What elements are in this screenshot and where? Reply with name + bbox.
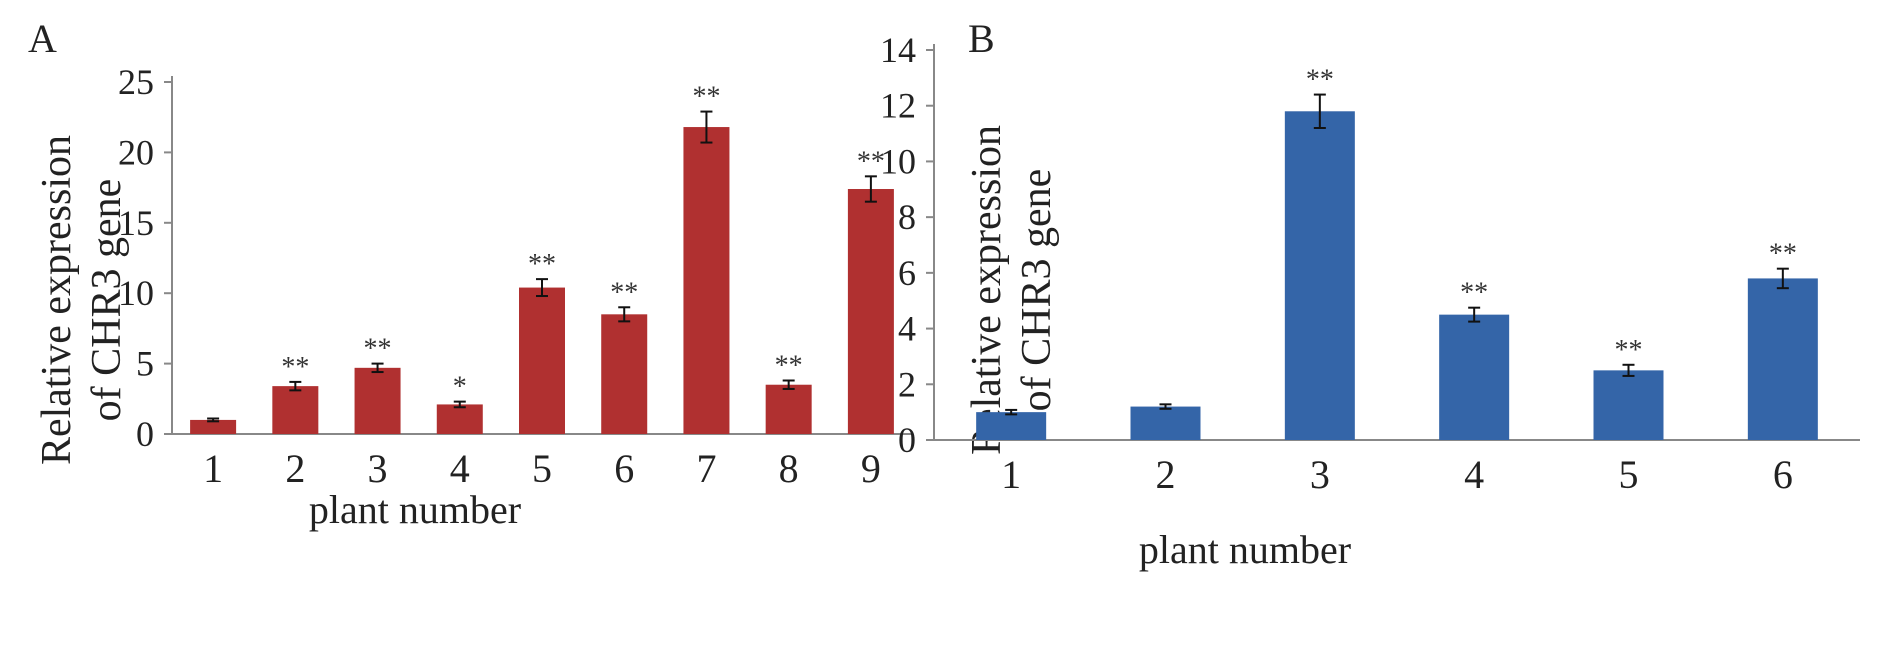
significance-label: ** — [775, 350, 803, 381]
panel-a-y-axis-title: Relative expression of CHR3 gene — [34, 135, 130, 465]
x-tick-label: 1 — [1001, 452, 1021, 497]
y-tick-label: 4 — [898, 309, 916, 349]
panel-a-label: A — [28, 16, 57, 61]
panel-b-label: B — [968, 16, 995, 61]
x-tick-label: 2 — [285, 446, 305, 491]
panel-a-y-axis-title-line-1: Relative expression — [34, 135, 80, 465]
bar — [683, 127, 730, 434]
significance-label: ** — [692, 82, 720, 113]
panel-b-y-axis-title-line-2: of CHR3 gene — [1014, 169, 1060, 412]
significance-label: ** — [610, 277, 638, 308]
panel-a-y-ticks: 0 5 10 15 20 25 — [118, 62, 172, 454]
y-tick-label: 0 — [898, 420, 916, 460]
x-tick-label: 1 — [203, 446, 223, 491]
x-tick-label: 4 — [1464, 452, 1484, 497]
bar — [847, 189, 894, 434]
x-tick-label: 7 — [696, 446, 716, 491]
panel-b-y-axis-title-line-1: Relative expression — [964, 125, 1010, 455]
x-tick-label: 9 — [861, 446, 881, 491]
x-tick-label: 2 — [1156, 452, 1176, 497]
bar — [1130, 406, 1201, 440]
bar — [190, 419, 237, 434]
y-tick-label: 10 — [118, 273, 154, 313]
significance-label: ** — [528, 249, 556, 280]
significance-label: ** — [1306, 65, 1334, 96]
x-tick-label: 5 — [532, 446, 552, 491]
panel-b-y-ticks: 0 2 4 6 8 10 12 14 — [880, 30, 934, 460]
x-tick-label: 3 — [368, 446, 388, 491]
panel-a-y-axis-title-line-2: of CHR3 gene — [84, 179, 130, 422]
bar — [436, 404, 483, 434]
y-tick-label: 0 — [136, 414, 154, 454]
x-tick-label: 3 — [1310, 452, 1330, 497]
bar — [1747, 278, 1818, 440]
significance-label: ** — [857, 146, 885, 177]
significance-label: ** — [364, 334, 392, 365]
y-tick-label: 15 — [118, 203, 154, 243]
bar — [976, 412, 1047, 440]
significance-label: ** — [1460, 278, 1488, 309]
panel-b-x-axis-title: plant number — [1139, 527, 1351, 572]
panel-a-bars: 1 ** 2 ** 3 * 4 ** 5 ** 6 ** 7 ** 8 ** 9 — [190, 82, 894, 491]
bar — [765, 384, 812, 434]
y-tick-label: 2 — [898, 364, 916, 404]
significance-label: ** — [1769, 239, 1797, 270]
panel-a-chart: A Relative expression of CHR3 gene 0 5 10 1… — [28, 16, 912, 532]
panel-a-x-axis-title: plant number — [309, 487, 521, 532]
bar — [1284, 111, 1355, 441]
panel-b-bars: 1 2 ** 3 ** 4 ** 5 ** 6 — [976, 65, 1818, 497]
bar — [601, 314, 648, 434]
significance-label: ** — [281, 352, 309, 383]
y-tick-label: 25 — [118, 62, 154, 102]
bar — [354, 367, 401, 434]
x-tick-label: 6 — [1773, 452, 1793, 497]
y-tick-label: 10 — [880, 141, 916, 181]
panel-b-chart: B Relative expression of CHR3 gene 0 2 4 6 8… — [880, 16, 1860, 572]
x-tick-label: 4 — [450, 446, 470, 491]
significance-label: ** — [1615, 335, 1643, 366]
bar — [1593, 370, 1664, 440]
y-tick-label: 12 — [880, 86, 916, 126]
panel-b-y-axis-title: Relative expression of CHR3 gene — [964, 125, 1060, 455]
significance-label: * — [453, 372, 467, 403]
x-tick-label: 6 — [614, 446, 634, 491]
bar — [1439, 314, 1510, 440]
y-tick-label: 20 — [118, 132, 154, 172]
y-tick-label: 8 — [898, 197, 916, 237]
y-tick-label: 5 — [136, 344, 154, 384]
bar — [272, 386, 319, 434]
y-tick-label: 14 — [880, 30, 916, 70]
bar — [519, 287, 565, 434]
x-tick-label: 5 — [1619, 452, 1639, 497]
y-tick-label: 6 — [898, 253, 916, 293]
x-tick-label: 8 — [779, 446, 799, 491]
